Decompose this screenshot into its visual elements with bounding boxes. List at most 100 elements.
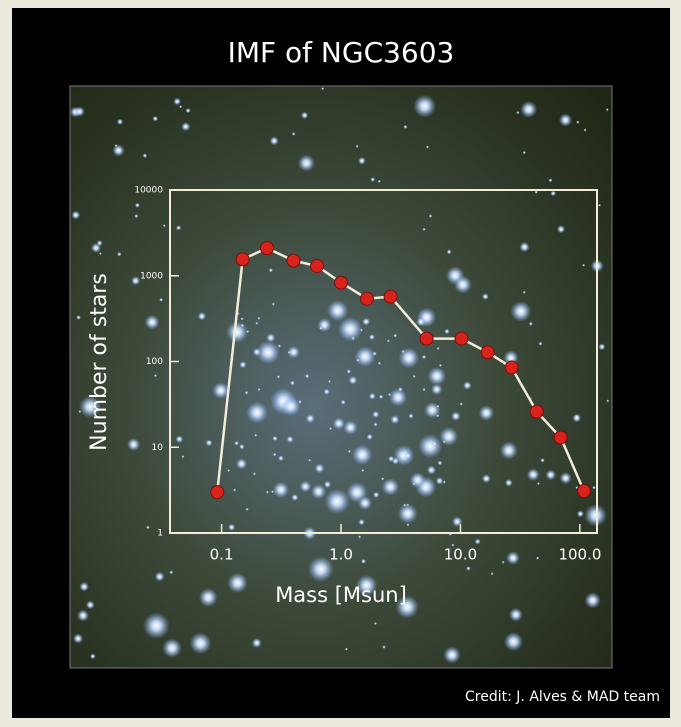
star [246,401,268,424]
star [185,108,191,114]
star [510,300,532,322]
star [226,321,249,343]
star [291,493,299,502]
star [453,275,472,294]
star [332,417,345,430]
star [291,132,296,136]
star [314,463,325,474]
star [584,504,607,527]
star [366,433,373,441]
star [506,551,520,565]
star [556,225,566,234]
star [308,458,312,462]
star [112,144,125,157]
star [234,440,240,446]
star [386,339,390,343]
star [428,214,433,218]
star [528,321,533,326]
star [508,607,523,622]
star [240,317,244,321]
star [246,330,250,334]
star [427,366,447,386]
star [181,455,185,459]
star [390,414,400,425]
star [240,323,245,328]
star [421,354,427,360]
data-point [504,360,519,375]
star [131,276,141,286]
star [71,210,81,220]
star [244,390,249,395]
star [356,358,360,362]
star [438,363,443,368]
data-point [334,275,349,290]
star [432,441,437,447]
star [361,468,365,473]
star [235,458,248,470]
star [426,465,436,475]
star [197,311,207,321]
star [443,646,461,664]
star [403,124,408,129]
star [78,410,82,414]
star [340,399,346,405]
star [368,392,376,400]
star [519,241,530,253]
star [358,535,362,539]
chart-title: IMF of NGC3603 [228,36,455,69]
star [482,293,489,300]
star [173,97,181,106]
x-axis-label: Mass [Msun] [275,583,407,607]
star [424,401,441,419]
star [393,444,415,466]
data-point [383,289,398,304]
star [478,405,495,421]
star [598,203,602,207]
star [360,558,366,564]
star [287,350,291,354]
star [227,572,248,594]
star [265,490,269,494]
star [398,347,420,369]
star [73,633,84,644]
star [430,383,443,396]
star [277,344,282,348]
star [504,478,513,487]
star [74,106,85,117]
star [377,179,381,183]
star [323,480,332,489]
star [559,472,572,485]
y-tick-label: 1000 [140,271,163,281]
y-tick-label: 10000 [134,186,163,196]
star [403,503,407,507]
star [152,115,159,122]
star [355,574,378,597]
star [499,441,518,460]
star [536,556,540,560]
star [378,394,384,400]
star [79,395,102,418]
x-tick-label: 100.0 [558,546,601,564]
star [459,402,463,406]
star [397,503,418,524]
star-field [69,85,613,669]
star [592,485,596,490]
star [268,268,274,273]
y-tick-label: 1 [157,529,163,539]
star [404,452,411,459]
star [142,153,148,158]
star [305,413,315,424]
star [451,411,461,421]
data-point [553,430,568,445]
star [522,290,526,294]
star [490,572,494,576]
star [153,374,158,378]
star [327,380,331,384]
star [304,373,310,379]
star [207,440,212,445]
star [79,581,89,592]
star [76,315,81,320]
star [307,556,334,582]
star [272,452,277,457]
star [437,460,443,466]
